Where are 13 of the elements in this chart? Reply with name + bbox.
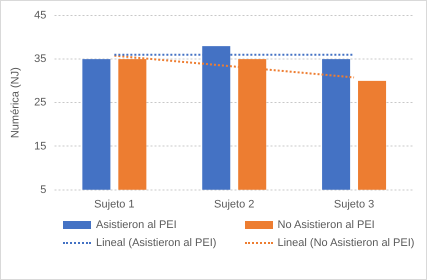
x-tick-label: Sujeto 2 xyxy=(214,198,254,210)
x-tick-label: Sujeto 1 xyxy=(94,198,135,210)
y-axis-title: Numérica (NJ) xyxy=(10,67,22,138)
y-tick-label: 35 xyxy=(34,53,46,66)
y-tick-label: 25 xyxy=(34,96,46,109)
y-tick-label: 15 xyxy=(34,140,46,152)
legend-label: Lineal (Asistieron al PEI) xyxy=(96,237,216,249)
x-tick-label: Sujeto 3 xyxy=(334,198,374,210)
legend-label: Asistieron al PEI xyxy=(96,219,177,231)
y-tick-label: 5 xyxy=(40,184,46,196)
legend-label: No Asistieron al PEI xyxy=(278,219,375,231)
legend-label: Lineal (No Asistieron al PEI) xyxy=(278,237,414,249)
y-tick-label: 45 xyxy=(34,10,46,22)
